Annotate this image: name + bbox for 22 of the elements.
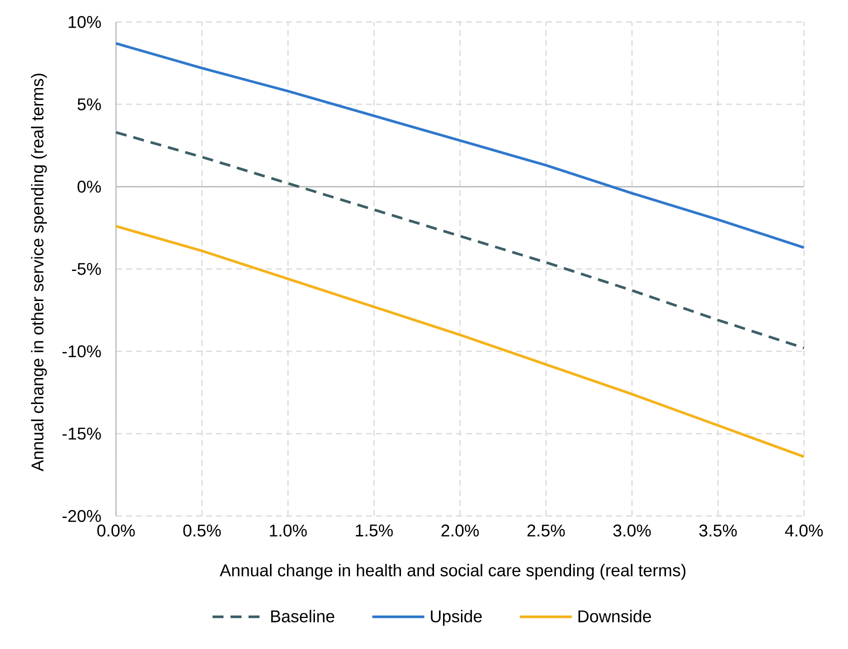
y-tick-label: 0%	[78, 180, 101, 193]
legend-label: Upside	[430, 610, 482, 626]
x-tick-label: 1.5%	[356, 524, 393, 536]
x-tick-label: 4.0%	[785, 524, 823, 537]
x-tick-label: 3.0%	[613, 524, 651, 537]
x-tick-label: 0.0%	[97, 524, 135, 537]
y-tick-label: 10%	[68, 16, 101, 28]
y-tick-label: -15%	[62, 428, 101, 440]
x-axis-title: Annual change in health and social care spending (real terms)	[220, 564, 686, 580]
x-tick-label: 1.0%	[270, 524, 307, 537]
x-tick-label: 0.5%	[183, 524, 221, 537]
legend-label: Baseline	[271, 610, 334, 622]
x-tick-label: 3.5%	[699, 524, 737, 537]
y-tick-label: -10%	[62, 345, 101, 358]
x-tick-label: 2.0%	[441, 524, 479, 537]
y-tick-label: 5%	[78, 98, 101, 110]
y-axis-title: Annual change in other service spending (real terms)	[31, 74, 47, 472]
y-tick-label: -20%	[62, 510, 101, 522]
line-series	[114, 224, 806, 458]
legend-label: Downside	[578, 610, 651, 622]
y-tick-label: -5%	[72, 263, 101, 275]
x-tick-label: 2.5%	[527, 524, 565, 537]
